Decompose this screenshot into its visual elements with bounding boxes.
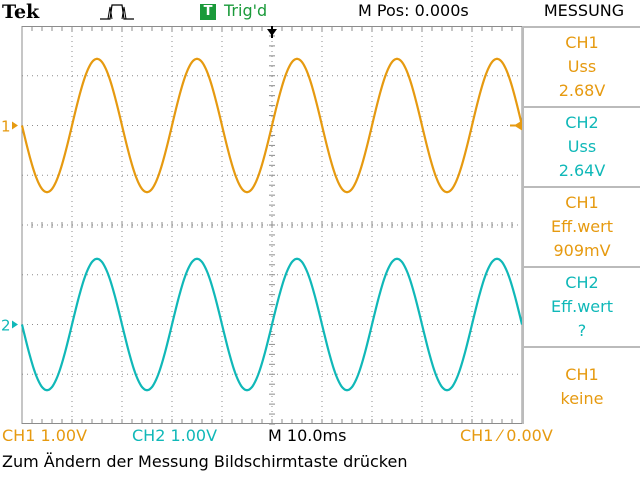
measurement-value: 2.64V	[558, 161, 606, 180]
measurement-slot-4[interactable]: CH2 Eff.wert?	[524, 266, 640, 346]
horizontal-position: M Pos: 0.000s	[358, 1, 469, 20]
ch1-scale: CH1 1.00V	[2, 426, 88, 445]
brand-logo: Tek	[2, 1, 40, 23]
measurement-type: Uss	[567, 137, 597, 156]
ch1-ground-marker[interactable]: 1	[1, 118, 11, 136]
measurement-source: CH1	[565, 193, 599, 212]
trigger-setting: CH1 ⁄ 0.00V	[460, 426, 553, 445]
measurement-value: 909mV	[553, 241, 611, 260]
ch2-ground-marker[interactable]: 2	[1, 317, 11, 335]
menu-title: MESSUNG	[543, 1, 625, 20]
measurement-slot-1[interactable]: CH1 Uss 2.68V	[524, 26, 640, 106]
trigger-status: Trig'd	[224, 1, 268, 20]
trigger-badge: T	[200, 4, 216, 20]
menu-separator	[522, 26, 524, 424]
measurement-slot-3[interactable]: CH1 Eff.wert 909mV	[524, 186, 640, 266]
measurement-type: Eff.wert	[551, 217, 613, 236]
help-hint: Zum Ändern der Messung Bildschirmtaste d…	[2, 452, 408, 471]
measurement-value: 2.68V	[558, 81, 606, 100]
measurement-source: CH2	[565, 273, 599, 292]
measurement-source: CH1	[565, 365, 599, 384]
trigger-level-icon[interactable]	[514, 120, 522, 131]
measurement-type: keine	[560, 389, 604, 408]
graticule	[21, 26, 522, 425]
measurement-slot-2[interactable]: CH2 Uss 2.64V	[524, 106, 640, 186]
trace-ch1	[20, 57, 522, 194]
scope-display: 12	[1, 26, 522, 425]
measurement-type: Eff.wert	[551, 297, 613, 316]
pulse-icon	[100, 4, 134, 20]
trace-ch2	[20, 257, 522, 392]
ch2-scale: CH2 1.00V	[132, 426, 218, 445]
measurement-source: CH2	[565, 113, 599, 132]
measurement-source: CH1	[565, 33, 599, 52]
measurement-slot-5[interactable]: CH1 keine	[524, 346, 640, 426]
ch2-ground-arrow-icon	[12, 320, 18, 329]
ch1-ground-arrow-icon	[12, 121, 18, 130]
measurement-value: ?	[577, 321, 587, 340]
timebase: M 10.0ms	[268, 426, 347, 445]
measurement-type: Uss	[567, 57, 597, 76]
